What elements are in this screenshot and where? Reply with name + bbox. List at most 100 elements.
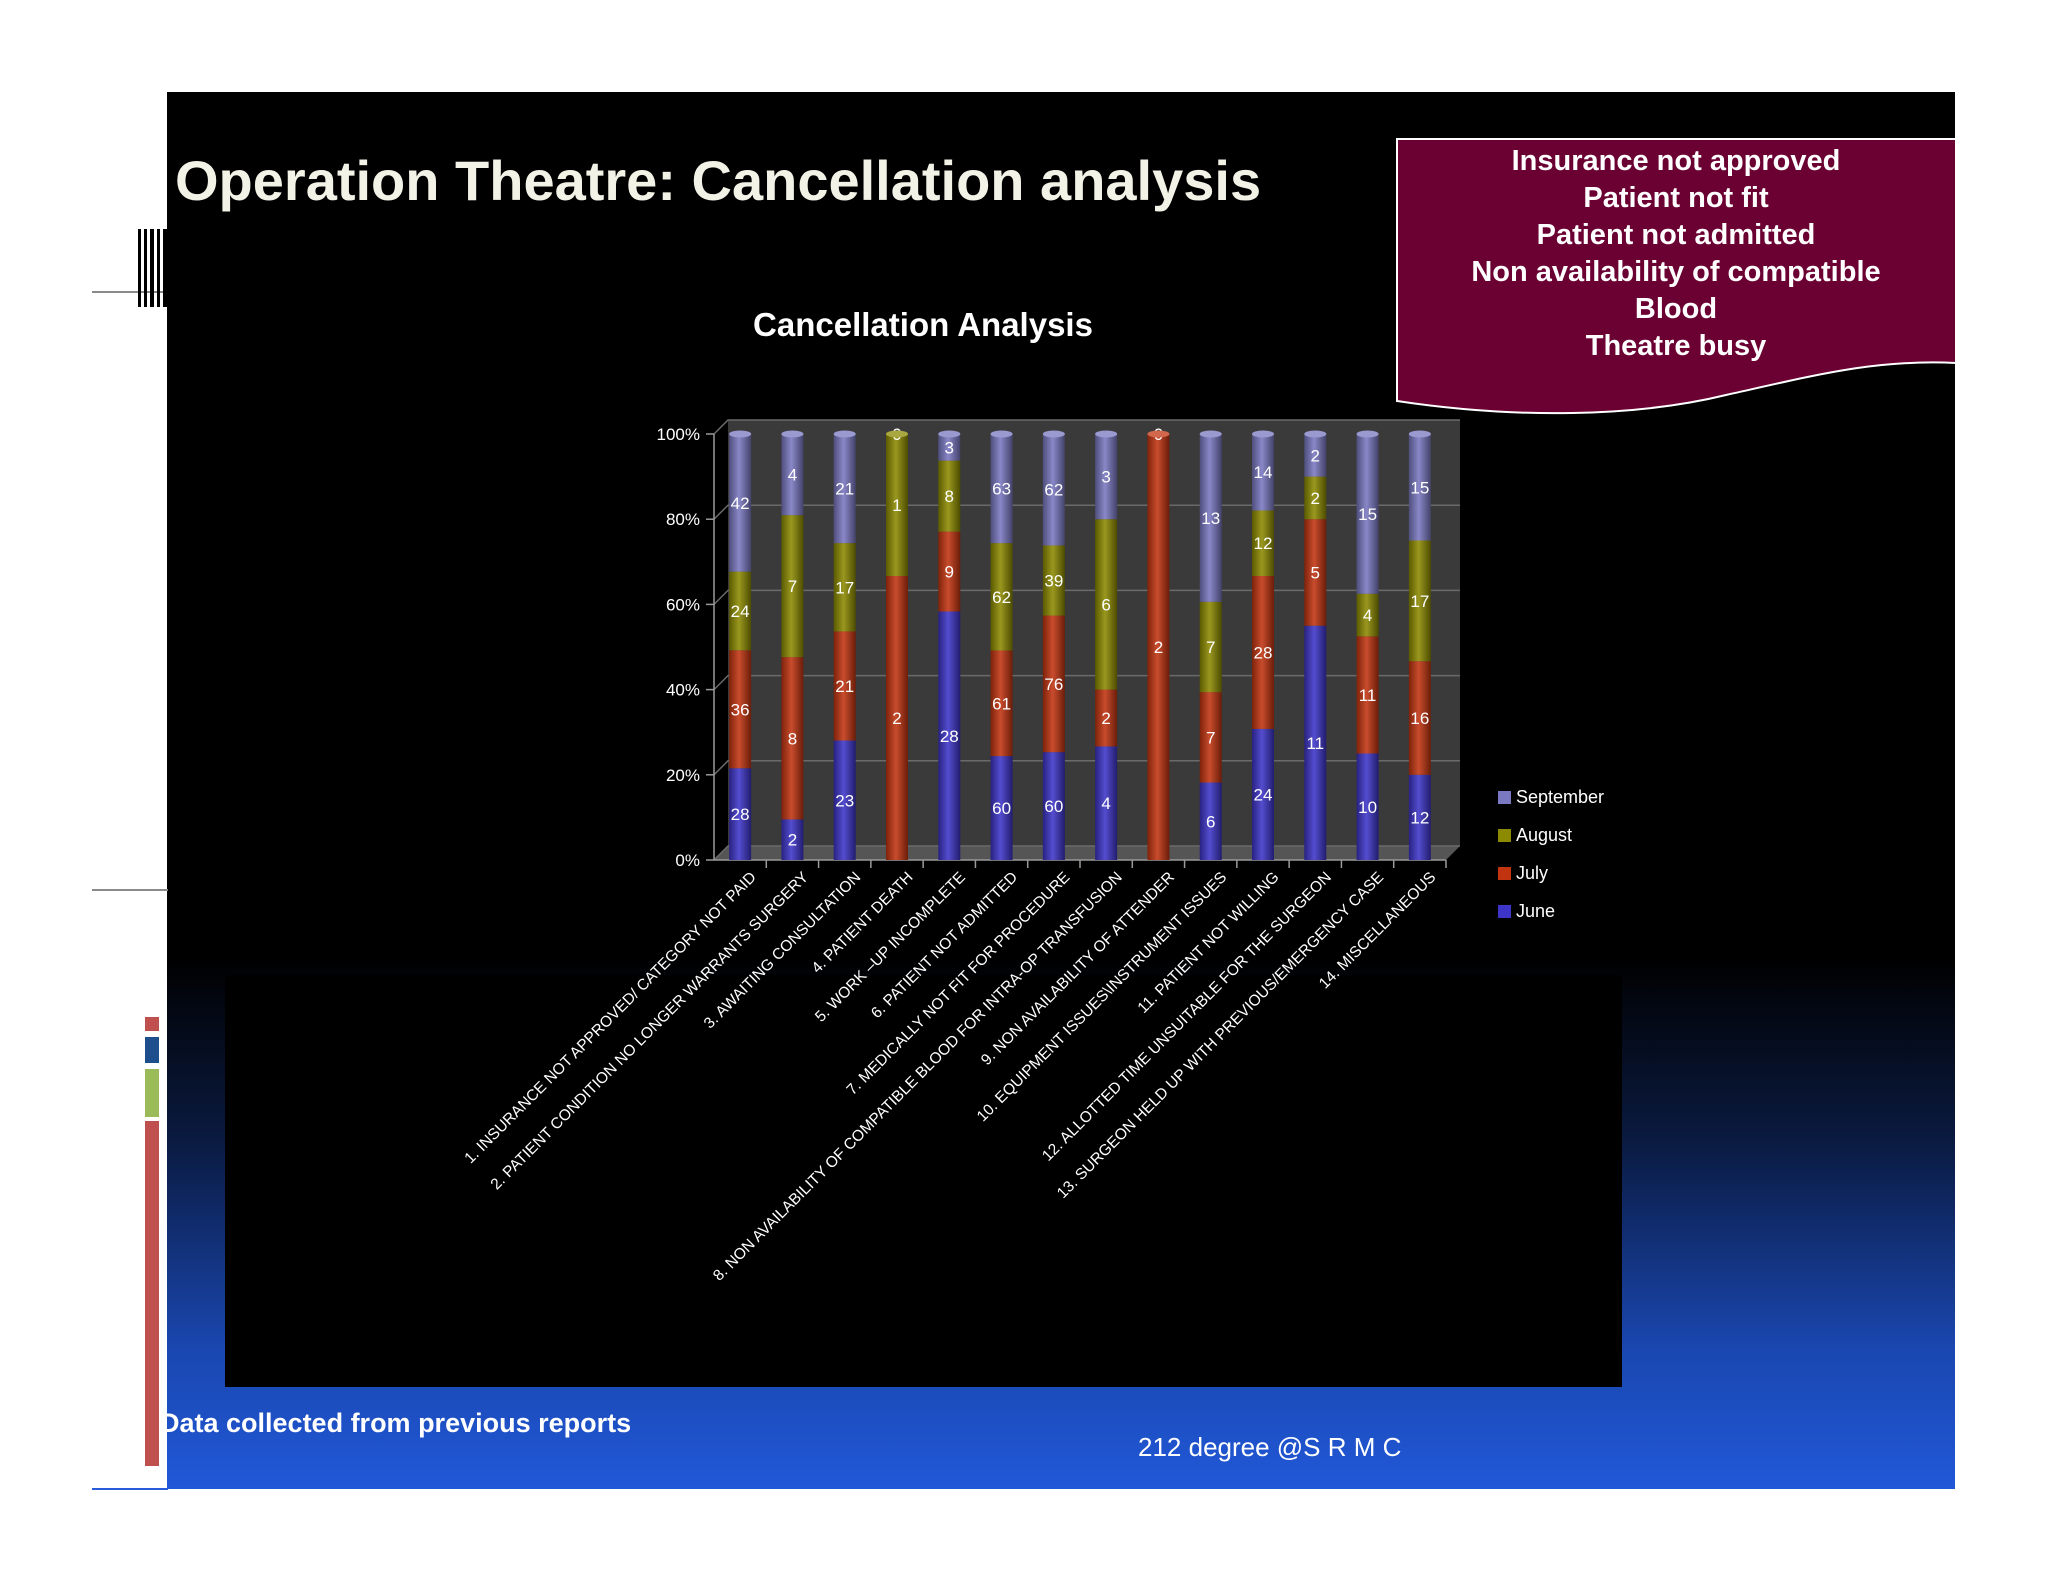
bar-segment-september (990, 434, 1013, 544)
bar-segment-july (1095, 689, 1118, 747)
bar-segment-august (938, 460, 961, 532)
bar-segment-july (1408, 661, 1431, 775)
callout-line: Patient not admitted (1536, 219, 1816, 251)
data-label: 1 (892, 496, 901, 515)
bar-cap (833, 430, 856, 438)
chart-panel-background (225, 975, 1622, 1387)
bar-segment-september (729, 434, 752, 572)
data-label: 76 (1044, 675, 1063, 694)
bar-segment-august (1408, 540, 1431, 662)
bar-segment-june (1356, 753, 1379, 860)
x-category-label: 4. PATIENT DEATH (809, 869, 917, 977)
data-label: 21 (835, 480, 854, 499)
data-label: 7 (1206, 638, 1215, 657)
bar-segment-july (833, 631, 856, 741)
data-label: 10 (1358, 798, 1377, 817)
bar-segment-september (1095, 434, 1118, 520)
x-category-label: 2. PATIENT CONDITION NO LONGER WARRANTS … (488, 869, 812, 1193)
bar-segment-september (1042, 434, 1065, 546)
data-label: 6 (1206, 812, 1215, 831)
y-tick-label: 40% (666, 681, 700, 700)
data-label: 63 (992, 480, 1011, 499)
data-label: 23 (835, 791, 854, 810)
data-label: 13 (1201, 509, 1220, 528)
bar-segment-june (1252, 728, 1274, 860)
bar-segment-june (1095, 746, 1118, 860)
bar-segment-august (1304, 476, 1327, 520)
reasons-callout: Insurance not approved Patient not fit P… (1396, 137, 1956, 417)
bar-segment-june (1199, 782, 1222, 860)
callout-line: Theatre busy (1585, 330, 1767, 362)
bar-segment-july (1147, 434, 1170, 860)
callout-line: Blood (1634, 293, 1718, 325)
legend-label: September (1516, 787, 1604, 807)
data-label: 11 (1306, 734, 1324, 753)
data-label: 6 (1101, 595, 1110, 614)
data-label: 42 (731, 494, 750, 513)
data-label: 2 (1311, 489, 1320, 508)
data-label: 17 (835, 578, 854, 597)
data-label: 62 (1044, 481, 1063, 500)
page-title: Operation Theatre: Cancellation analysis (175, 149, 1262, 212)
bar-cap (1408, 430, 1431, 438)
bar-segment-june (990, 756, 1013, 860)
legend-swatch (1498, 867, 1511, 880)
legend-label: August (1516, 825, 1572, 845)
bar-segment-june (938, 611, 961, 860)
data-label: 28 (1254, 643, 1273, 662)
bar-segment-august (1199, 601, 1222, 693)
footer-note: Data collected from previous reports (160, 1408, 632, 1438)
bar-segment-august (886, 434, 908, 576)
bar-segment-august (1095, 519, 1118, 690)
callout-line: Patient not fit (1583, 182, 1769, 214)
bar-segment-june (1408, 774, 1431, 860)
data-label: 24 (1254, 785, 1273, 804)
callout-shape (1396, 138, 1956, 415)
bar-cap (1042, 430, 1065, 438)
data-label: 28 (940, 727, 959, 746)
bar-segment-july (1199, 692, 1222, 783)
divider-line-bottom (92, 1488, 168, 1490)
data-label: 12 (1410, 808, 1429, 827)
bar-cap (990, 430, 1013, 438)
legend-label: June (1516, 901, 1555, 921)
callout-line: Non availability of compatible (1471, 256, 1881, 288)
data-label: 2 (1154, 638, 1163, 657)
data-label: 8 (788, 729, 797, 748)
x-category-label: 10. EQUIPMENT ISSUES\INSTRUMENT ISSUES (974, 869, 1230, 1125)
data-label: 14 (1254, 463, 1273, 482)
data-label: 28 (731, 805, 750, 824)
legend-swatch (1498, 791, 1511, 804)
chart-title: Cancellation Analysis (753, 306, 1093, 343)
bar-segment-september (1252, 434, 1274, 511)
y-tick-label: 80% (666, 510, 700, 529)
bar-segment-september (1408, 434, 1431, 541)
data-label: 7 (1206, 728, 1215, 747)
data-label: 4 (788, 466, 797, 485)
bar-segment-july (990, 650, 1013, 757)
data-label: 5 (1311, 563, 1320, 582)
y-tick-label: 100% (657, 425, 700, 444)
chart-back-wall (728, 420, 1460, 846)
bar-segment-august (781, 515, 804, 658)
bar-cap (729, 430, 752, 438)
bar-cap (1356, 430, 1379, 438)
data-label: 17 (1410, 592, 1429, 611)
data-label: 7 (788, 577, 797, 596)
side-accent-red-small (145, 1017, 159, 1031)
divider-line-top (92, 291, 168, 293)
legend-label: July (1516, 863, 1548, 883)
bar-cap (1252, 430, 1274, 438)
side-accent-blue (145, 1037, 159, 1063)
data-label: 11 (1359, 686, 1377, 705)
data-label: 60 (1044, 797, 1063, 816)
data-label: 62 (992, 588, 1011, 607)
bar-segment-july (1304, 519, 1327, 626)
side-accent-green (145, 1069, 159, 1117)
bar-segment-september (938, 434, 961, 461)
data-label: 15 (1410, 478, 1429, 497)
bar-segment-july (1356, 636, 1379, 754)
bar-segment-june (781, 819, 804, 860)
data-label: 4 (1363, 606, 1372, 625)
